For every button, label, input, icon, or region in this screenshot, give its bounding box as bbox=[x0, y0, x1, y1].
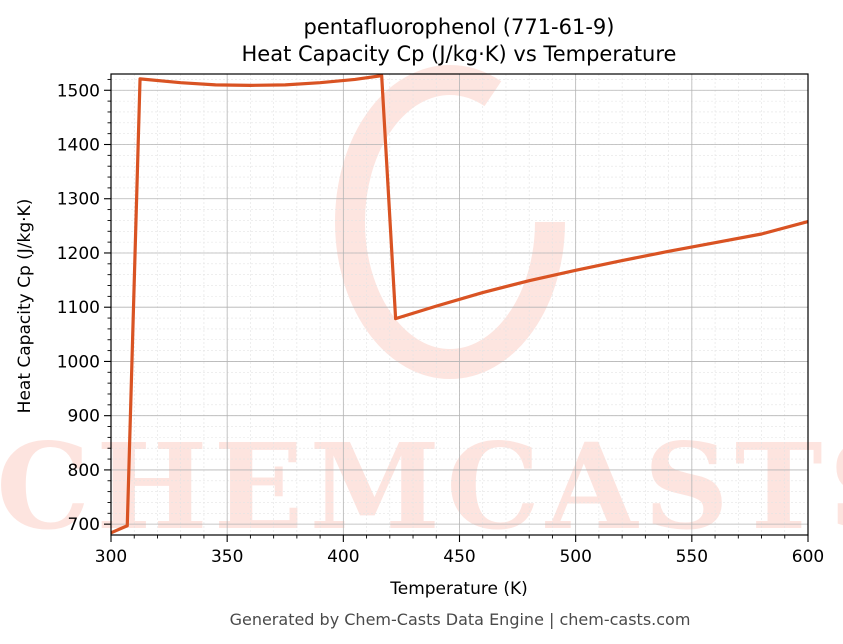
y-tick-label: 1000 bbox=[57, 352, 100, 372]
chart-title: pentafluorophenol (771-61-9) bbox=[303, 15, 614, 39]
chart-subtitle: Heat Capacity Cp (J/kg·K) vs Temperature bbox=[242, 42, 677, 66]
y-tick-label: 900 bbox=[68, 407, 100, 427]
y-axis-label: Heat Capacity Cp (J/kg·K) bbox=[15, 199, 35, 414]
series-line bbox=[110, 74, 809, 535]
footer-credit: Generated by Chem-Casts Data Engine | ch… bbox=[230, 610, 691, 629]
y-tick-label: 1300 bbox=[57, 190, 100, 210]
watermark: CHEMCASTS bbox=[0, 65, 843, 556]
x-tick-label: 450 bbox=[443, 547, 475, 567]
major-grid bbox=[110, 74, 809, 535]
watermark-logo-ring bbox=[335, 65, 565, 379]
y-tick-label: 1400 bbox=[57, 136, 100, 156]
watermark-text: CHEMCASTS bbox=[0, 417, 843, 556]
x-tick-label: 400 bbox=[327, 547, 359, 567]
y-tick-label: 700 bbox=[68, 515, 100, 535]
x-axis-ticks: 300 350 400 450 500 550 600 bbox=[95, 535, 824, 567]
x-axis-label: Temperature (K) bbox=[389, 579, 528, 599]
series-layer bbox=[110, 74, 809, 535]
y-tick-label: 1100 bbox=[57, 298, 100, 318]
y-tick-label: 1200 bbox=[57, 244, 100, 264]
x-tick-label: 350 bbox=[211, 547, 243, 567]
x-tick-label: 600 bbox=[792, 547, 824, 567]
x-tick-label: 500 bbox=[559, 547, 591, 567]
x-tick-label: 300 bbox=[95, 547, 127, 567]
y-tick-label: 1500 bbox=[57, 81, 100, 101]
y-axis-ticks: 700 800 900 1000 1100 1200 1300 1400 1500 bbox=[57, 78, 111, 535]
y-tick-label: 800 bbox=[68, 461, 100, 481]
x-tick-label: 550 bbox=[676, 547, 708, 567]
